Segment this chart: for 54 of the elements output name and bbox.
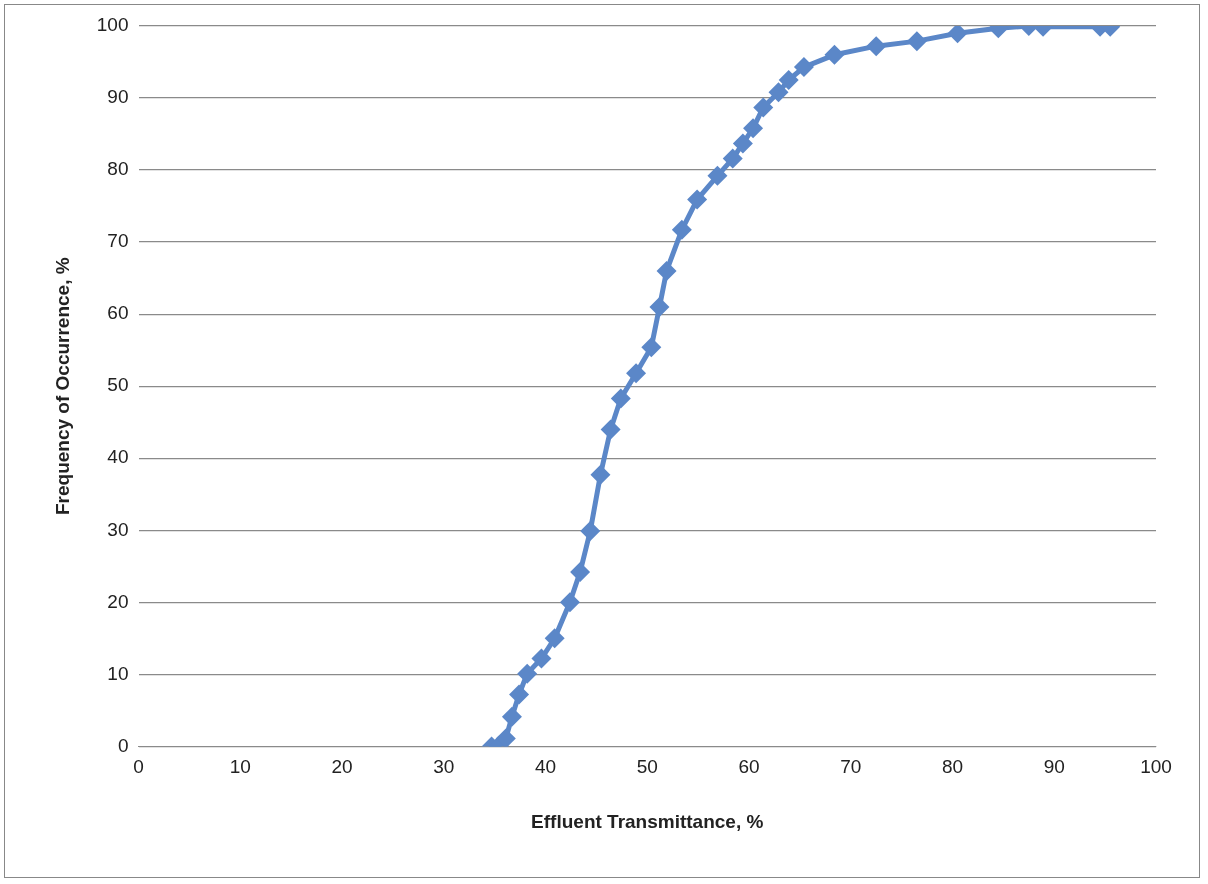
point — [610, 388, 631, 409]
point — [641, 337, 662, 358]
point — [559, 592, 580, 613]
y-tick-label: 90 — [107, 86, 129, 108]
point — [509, 684, 530, 705]
point — [649, 296, 670, 317]
point — [824, 44, 845, 65]
y-tick-label: 80 — [107, 158, 129, 180]
point — [600, 419, 621, 440]
point — [580, 521, 601, 541]
x-tick-label: 60 — [738, 756, 760, 778]
x-tick-label: 70 — [840, 756, 862, 778]
x-tick-label: 100 — [1140, 756, 1172, 778]
point — [778, 70, 799, 91]
y-tick-label: 30 — [107, 518, 129, 540]
x-tick-label: 40 — [534, 756, 557, 778]
point — [517, 663, 538, 684]
point — [531, 648, 552, 669]
point — [656, 260, 677, 281]
y-tick-label: 0 — [117, 734, 129, 756]
point — [732, 133, 753, 154]
point — [626, 363, 647, 384]
x-tick-label: 10 — [229, 756, 251, 778]
point — [793, 57, 814, 78]
point — [753, 97, 774, 118]
x-tick-label: 50 — [636, 756, 658, 778]
y-tick-label: 70 — [107, 230, 129, 252]
x-axis-title: Effluent Transmittance, % — [531, 810, 764, 832]
x-tick-label: 90 — [1043, 756, 1065, 778]
y-tick-label: 10 — [107, 662, 129, 684]
y-tick-label: 60 — [107, 302, 129, 324]
y-tick-label: 100 — [96, 14, 129, 36]
point — [768, 82, 789, 103]
point — [570, 562, 591, 583]
point — [687, 189, 708, 210]
point — [501, 706, 522, 727]
point — [722, 148, 743, 169]
point — [495, 728, 516, 747]
x-tick-label: 80 — [941, 756, 964, 778]
x-tick-label: 30 — [433, 756, 455, 778]
y-tick-label: 50 — [107, 374, 129, 396]
point — [947, 26, 968, 44]
point — [544, 628, 565, 649]
point — [866, 36, 887, 57]
y-axis-title: Frequency of Occurrence, % — [51, 257, 73, 516]
point — [590, 464, 611, 485]
x-tick-label: 0 — [133, 756, 144, 778]
point — [906, 31, 927, 52]
point — [743, 118, 764, 139]
x-tick-label: 20 — [331, 756, 353, 778]
point — [707, 165, 728, 186]
y-tick-label: 40 — [107, 446, 129, 468]
y-tick-label: 20 — [107, 590, 129, 612]
point — [671, 219, 692, 240]
